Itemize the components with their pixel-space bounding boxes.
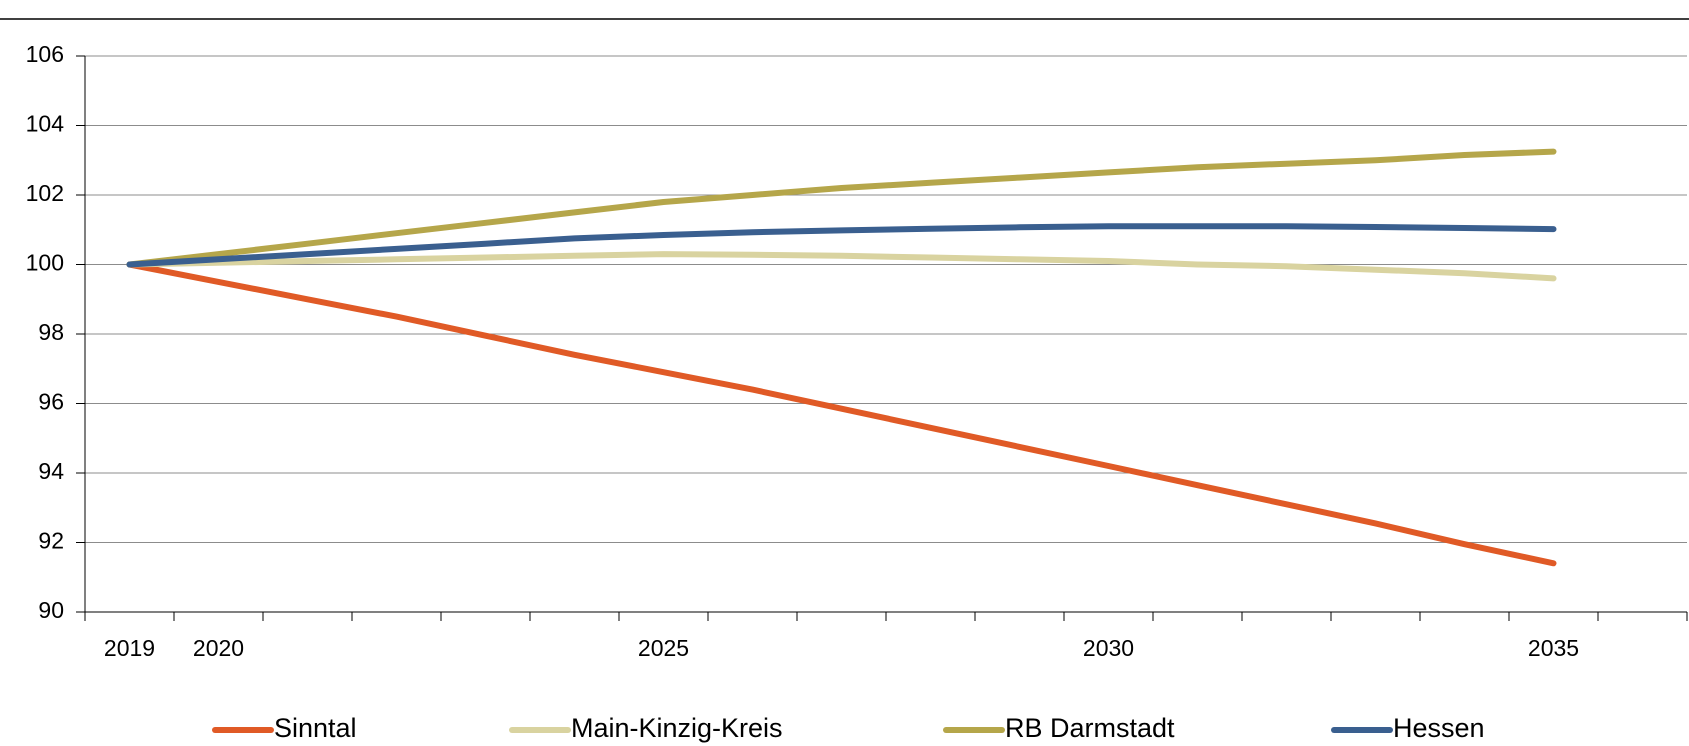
y-tick-label: 102 [26, 180, 64, 206]
y-tick-label: 104 [26, 111, 65, 137]
series-line [126, 261, 1557, 567]
legend-label: Sinntal [274, 713, 357, 743]
legend-label: Hessen [1393, 713, 1485, 743]
x-tick-label: 2030 [1083, 635, 1134, 661]
series-line [126, 251, 1557, 282]
x-tick-label: 2020 [193, 635, 244, 661]
y-tick-label: 94 [38, 458, 64, 484]
legend-label: Main-Kinzig-Kreis [571, 713, 783, 743]
x-tick-label: 2035 [1528, 635, 1579, 661]
y-tick-label: 100 [26, 250, 64, 276]
x-tick-label: 2019 [104, 635, 155, 661]
y-tick-label: 106 [26, 41, 64, 67]
series-line [126, 148, 1557, 268]
y-tick-label: 92 [38, 528, 64, 554]
y-tick-label: 90 [38, 597, 64, 623]
y-tick-label: 98 [38, 319, 64, 345]
y-tick-label: 96 [38, 389, 64, 415]
x-tick-label: 2025 [638, 635, 689, 661]
series-line [126, 223, 1557, 268]
legend-label: RB Darmstadt [1005, 713, 1175, 743]
